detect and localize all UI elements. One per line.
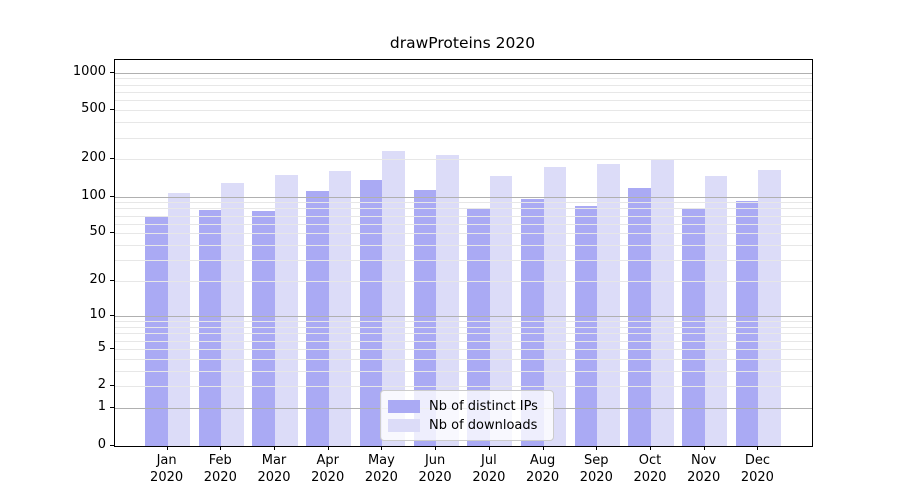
y-tick-1 [110, 407, 114, 409]
y-tick-label: 20 [89, 272, 106, 288]
bar-distinct-ips [735, 200, 759, 446]
bar-distinct-ips [682, 208, 705, 446]
legend-item-downloads: Nb of downloads [381, 418, 553, 433]
gridline-minor-700 [115, 91, 812, 93]
bar-distinct-ips [574, 205, 598, 446]
y-tick-label: 0 [97, 436, 106, 452]
y-tick-20 [110, 280, 114, 282]
y-tick-label: 200 [81, 150, 106, 166]
x-tick-label: Oct 2020 [633, 452, 667, 485]
bar-distinct-ips [628, 188, 651, 446]
x-tick-11 [757, 445, 759, 450]
gridline-minor-200 [115, 159, 812, 161]
x-tick-9 [650, 445, 651, 450]
y-tick-label: 5 [97, 339, 106, 355]
x-tick-7 [542, 445, 544, 450]
y-tick-10 [110, 315, 114, 317]
x-tick-label: Apr 2020 [311, 452, 345, 485]
x-tick-0 [166, 445, 168, 450]
y-tick-5 [110, 347, 114, 349]
x-tick-4 [381, 445, 383, 450]
y-tick-label: 50 [89, 224, 106, 240]
bar-downloads [597, 164, 620, 446]
x-tick-label: Feb 2020 [203, 452, 237, 485]
y-tick-100 [110, 195, 114, 197]
bar-distinct-ips [198, 209, 222, 446]
x-tick-label: Jul 2020 [472, 452, 506, 485]
x-tick-label: Nov 2020 [687, 452, 721, 485]
bar-downloads [543, 166, 567, 446]
bar-distinct-ips [145, 217, 168, 446]
y-tick-500 [110, 109, 114, 110]
x-tick-3 [327, 445, 329, 450]
bar-downloads [704, 175, 728, 446]
x-tick-label: Mar 2020 [257, 452, 291, 485]
y-tick-label: 1000 [72, 63, 106, 79]
y-tick-label: 2 [97, 377, 106, 393]
x-tick-label: Jun 2020 [418, 452, 452, 485]
x-tick-label: Jan 2020 [150, 452, 184, 485]
x-tick-10 [703, 445, 705, 450]
bar-downloads [758, 170, 781, 446]
y-tick-50 [110, 232, 114, 234]
x-tick-8 [596, 445, 598, 450]
x-tick-label: Aug 2020 [526, 452, 560, 485]
y-tick-1000 [110, 71, 114, 73]
x-tick-1 [220, 445, 222, 450]
bar-downloads [382, 151, 405, 446]
bar-downloads [436, 155, 459, 446]
x-tick-label: May 2020 [364, 452, 398, 485]
gridline-minor-900 [115, 78, 812, 80]
legend: Nb of distinct IPs Nb of downloads [380, 390, 554, 441]
plot-area: Nb of distinct IPs Nb of downloads [114, 59, 813, 447]
bar-downloads [328, 171, 352, 446]
gridline-minor-800 [115, 84, 812, 86]
x-tick-2 [274, 445, 275, 450]
legend-swatch-downloads [388, 418, 420, 432]
legend-item-distinct-ips: Nb of distinct IPs [381, 399, 553, 414]
x-tick-6 [488, 445, 490, 450]
bar-downloads [651, 158, 674, 446]
x-tick-5 [435, 445, 437, 450]
gridline-minor-300 [115, 137, 812, 139]
bar-distinct-ips [359, 180, 383, 446]
bar-downloads [275, 175, 298, 446]
chart-title: drawProteins 2020 [389, 34, 536, 52]
y-tick-label: 10 [89, 307, 106, 323]
x-tick-label: Sep 2020 [579, 452, 613, 485]
legend-swatch-distinct-ips [388, 399, 420, 413]
bar-downloads [221, 182, 244, 446]
y-tick-200 [110, 158, 114, 160]
bar-distinct-ips [413, 189, 437, 446]
y-tick-label: 100 [81, 187, 106, 203]
gridline-major-1000 [115, 72, 812, 74]
legend-label-distinct-ips: Nb of distinct IPs [429, 398, 538, 414]
gridline-minor-400 [115, 122, 812, 124]
x-tick-label: Dec 2020 [740, 452, 774, 485]
y-tick-0 [110, 444, 114, 446]
y-tick-label: 500 [81, 101, 106, 116]
bar-downloads [167, 192, 191, 446]
gridline-minor-600 [115, 100, 812, 102]
gridline-minor-500 [115, 110, 812, 111]
bar-distinct-ips [252, 211, 275, 446]
y-tick-label: 1 [97, 399, 106, 415]
y-tick-2 [110, 385, 114, 387]
legend-label-downloads: Nb of downloads [429, 417, 538, 433]
bar-distinct-ips [306, 190, 329, 446]
bar-downloads [489, 175, 513, 446]
